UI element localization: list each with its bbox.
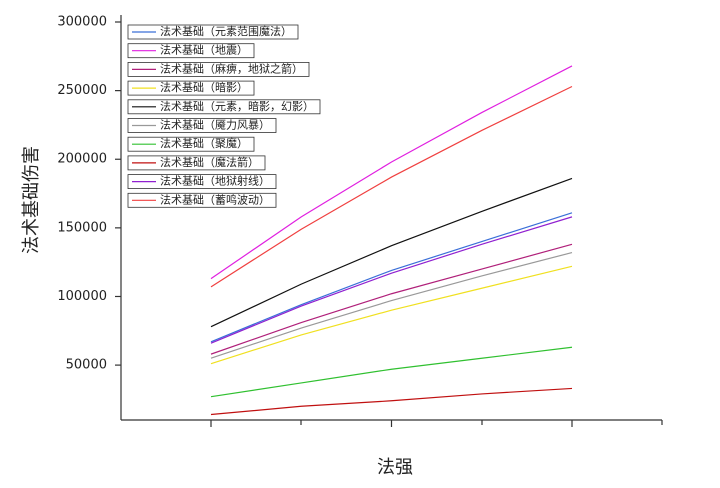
legend-label: 法术基础（蓄鸣波动） <box>160 192 270 206</box>
legend-box <box>127 136 255 152</box>
series-line <box>210 212 573 343</box>
legend-label: 法术基础（地狱射线） <box>160 174 270 188</box>
legend-box <box>127 80 255 96</box>
series-line <box>210 346 573 398</box>
legend-label: 法术基础（元素范围魔法） <box>160 24 292 38</box>
legend-label: 法术基础（暗影） <box>160 80 248 94</box>
series-line <box>210 177 573 328</box>
series-line <box>210 216 573 344</box>
legend-label: 法术基础（地震） <box>160 43 248 57</box>
legend-label: 法术基础（魔法箭） <box>160 155 259 169</box>
y-tick-label: 300000 <box>57 15 107 30</box>
y-tick-label: 100000 <box>57 289 107 304</box>
series-line <box>210 251 573 359</box>
series-line <box>210 85 573 288</box>
series-line <box>210 265 573 365</box>
legend-box <box>127 24 299 40</box>
y-tick-label: 50000 <box>66 358 107 373</box>
y-axis-label: 法术基础伤害 <box>21 146 42 254</box>
legend-box <box>127 99 321 115</box>
y-tick-label: 150000 <box>57 220 107 235</box>
legend-box <box>127 192 277 208</box>
legend-box <box>127 174 277 190</box>
series-line <box>210 65 573 280</box>
x-axis-label: 法强 <box>377 457 413 478</box>
legend-label: 法术基础（聚魔） <box>160 136 248 150</box>
legend-label: 法术基础（魇力风暴） <box>160 118 270 132</box>
y-tick-label: 250000 <box>57 83 107 98</box>
series-line <box>210 387 573 416</box>
legend-box <box>127 155 266 171</box>
legend-box <box>127 62 310 77</box>
legend-box <box>127 118 277 133</box>
legend-box <box>127 43 255 59</box>
series-line <box>210 243 573 355</box>
legend-label: 法术基础（元素，暗影，幻影） <box>160 99 314 113</box>
y-tick-label: 200000 <box>57 152 107 167</box>
legend-label: 法术基础（麻痹，地狱之箭） <box>160 61 303 75</box>
